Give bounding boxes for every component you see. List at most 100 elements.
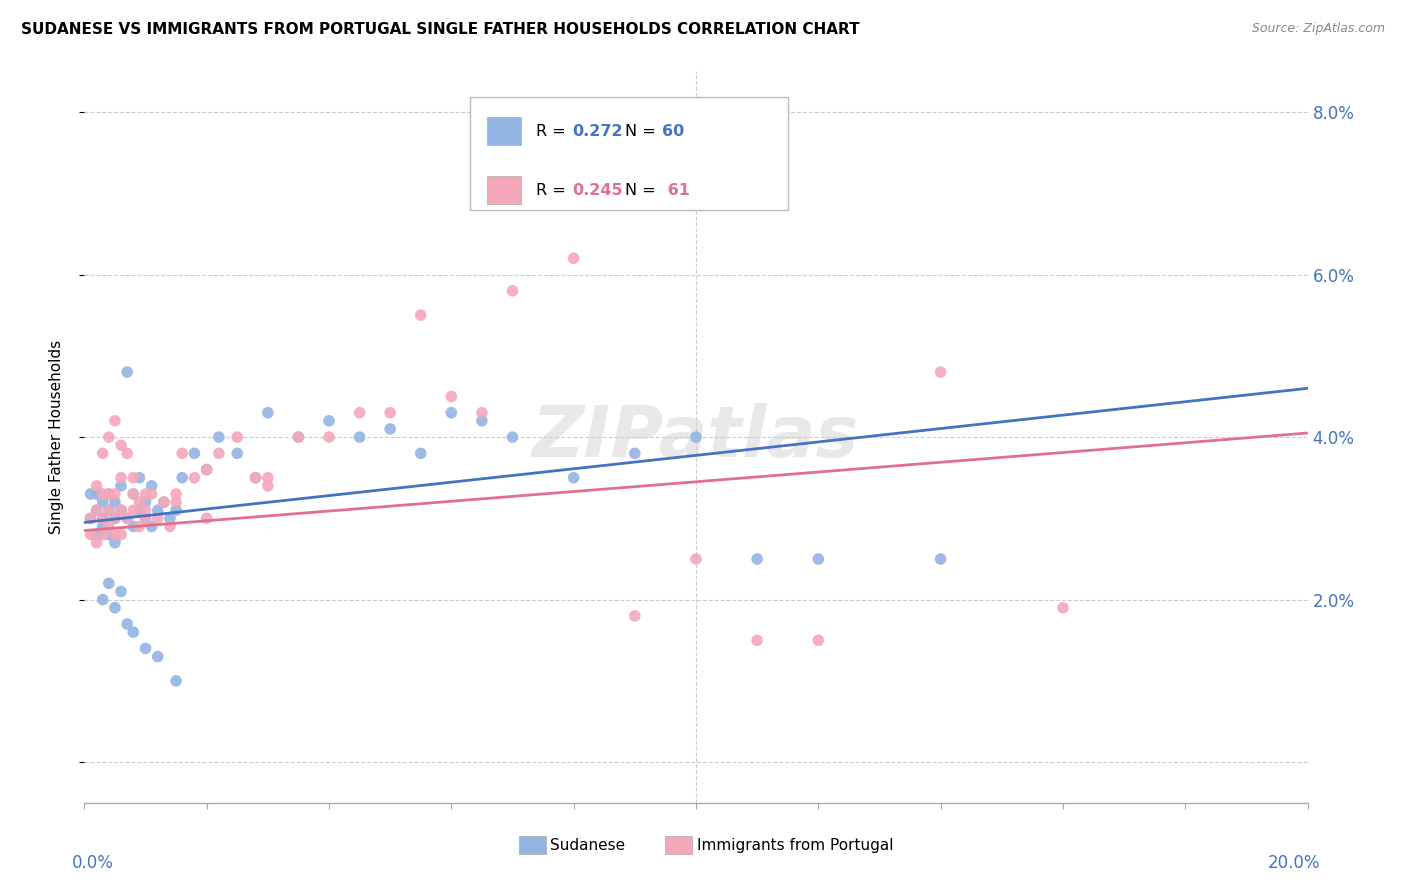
Point [91,511,114,525]
Point [440,406,463,420]
Point [128,503,150,517]
Point [122,519,145,533]
Point [79,487,101,501]
Point [79,511,101,525]
Point [110,503,132,517]
Point [91,487,114,501]
Point [747,633,769,648]
Point [208,446,231,460]
Point [91,446,114,460]
Point [115,511,138,525]
Point [624,608,647,623]
Point [440,389,463,403]
Point [146,649,169,664]
Point [257,406,280,420]
Point [104,495,127,509]
Point [257,479,280,493]
Point [257,471,280,485]
Point [807,633,830,648]
Point [110,584,132,599]
Point [86,503,108,517]
Text: N =: N = [626,124,661,139]
Point [502,430,524,444]
Point [318,430,340,444]
Point [91,592,114,607]
Point [245,471,267,485]
Point [86,535,108,549]
Point [172,446,194,460]
Point [97,519,120,533]
Point [183,471,205,485]
Point [79,511,101,525]
Point [141,487,163,501]
Point [165,487,187,501]
Point [159,519,181,533]
Point [245,471,267,485]
Point [104,511,127,525]
Point [86,527,108,541]
Point [195,462,218,476]
Point [110,527,132,541]
Point [135,641,157,656]
Bar [519,836,546,854]
Point [562,471,585,485]
Point [380,406,402,420]
Point [1052,600,1074,615]
Bar [665,836,692,854]
Point [141,519,163,533]
Point [115,446,138,460]
Point [747,552,769,566]
Point [122,503,145,517]
Point [97,487,120,501]
Point [86,479,108,493]
Point [183,446,205,460]
Point [110,503,132,517]
Text: 0.272: 0.272 [572,124,623,139]
Point [110,438,132,452]
Point [122,471,145,485]
Point [97,576,120,591]
Point [146,503,169,517]
Point [115,365,138,379]
Point [153,495,176,509]
Point [226,446,249,460]
Point [141,479,163,493]
Point [104,414,127,428]
Point [91,527,114,541]
Text: N =: N = [626,183,661,198]
Point [195,462,218,476]
Text: 0.0%: 0.0% [72,854,114,872]
Point [128,495,150,509]
Bar [486,177,522,204]
Point [409,308,432,322]
Point [807,552,830,566]
Point [122,487,145,501]
Point [104,511,127,525]
Point [562,252,585,266]
Point [165,495,187,509]
Point [110,479,132,493]
Point [135,511,157,525]
Bar [486,118,522,145]
Point [97,503,120,517]
Y-axis label: Single Father Households: Single Father Households [49,340,63,534]
Point [115,511,138,525]
Point [349,406,371,420]
Text: 60: 60 [662,124,683,139]
Point [471,414,494,428]
Point [929,552,952,566]
Point [97,527,120,541]
Point [685,430,707,444]
Point [165,503,187,517]
Text: SUDANESE VS IMMIGRANTS FROM PORTUGAL SINGLE FATHER HOUSEHOLDS CORRELATION CHART: SUDANESE VS IMMIGRANTS FROM PORTUGAL SIN… [21,22,859,37]
Point [409,446,432,460]
Point [624,446,647,460]
Point [110,471,132,485]
Point [349,430,371,444]
Point [195,511,218,525]
Point [97,430,120,444]
Point [79,527,101,541]
Point [91,519,114,533]
Point [122,625,145,640]
Point [929,365,952,379]
